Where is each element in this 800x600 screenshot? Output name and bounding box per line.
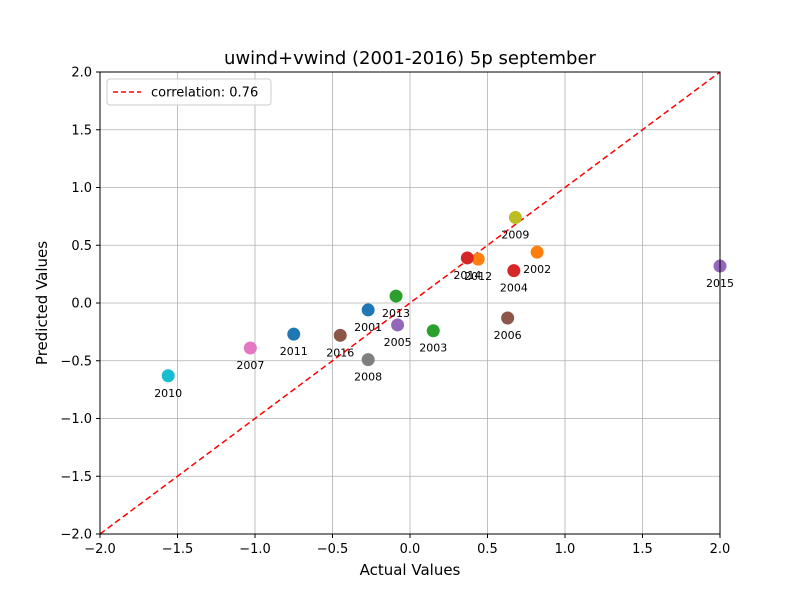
y-tick-label: −1.5 [60,470,92,485]
x-tick-label: 0.5 [477,542,498,557]
data-point-2013 [389,289,403,303]
point-label-2004: 2004 [500,282,528,295]
data-point-2011 [287,327,301,341]
point-label-2002: 2002 [523,263,551,276]
y-tick-label: 1.0 [71,181,92,196]
y-tick-label: −1.0 [60,412,92,427]
data-point-2001 [361,303,375,317]
point-label-2008: 2008 [354,371,382,384]
data-point-2014 [460,251,474,265]
chart-title: uwind+vwind (2001-2016) 5p september [224,48,597,69]
point-label-2013: 2013 [382,307,410,320]
x-axis-label: Actual Values [360,561,461,579]
y-tick-label: 0.0 [71,297,92,312]
point-label-2009: 2009 [501,229,529,242]
legend-entry-correlation: correlation: 0.76 [151,86,258,101]
x-tick-label: 0.0 [400,542,421,557]
data-point-2006 [501,311,515,325]
legend-box [106,78,272,106]
point-label-2007: 2007 [236,359,264,372]
point-label-2016: 2016 [326,346,354,359]
y-tick-label: 1.5 [71,123,92,138]
y-tick-label: −2.0 [60,528,92,543]
x-tick-label: −0.5 [317,542,349,557]
data-point-2002 [530,245,544,259]
y-tick-label: 2.0 [71,66,92,81]
point-label-2001: 2001 [354,321,382,334]
y-axis-label: Predicted Values [33,241,51,365]
correlation-reference-line [100,72,720,534]
x-tick-label: 1.0 [555,542,576,557]
x-tick-label: −1.0 [239,542,271,557]
y-tick-label: −0.5 [60,354,92,369]
point-label-2005: 2005 [384,336,412,349]
x-tick-label: −2.0 [84,542,116,557]
data-point-2005 [391,318,405,332]
data-point-2004 [507,264,521,278]
x-tick-label: 2.0 [710,542,731,557]
point-label-2012: 2012 [464,270,492,283]
legend: correlation: 0.76 [106,78,272,106]
data-point-2009 [508,211,522,225]
y-axis-ticks: −2.0 −1.5 −1.0 −0.5 0.0 0.5 1.0 1.5 2.0 [60,66,100,543]
reference-line-group [100,72,720,534]
data-point-2003 [426,324,440,338]
point-label-2014: 2014 [453,269,481,282]
point-label-2010: 2010 [154,387,182,400]
data-point-2007 [243,341,257,355]
data-point-2016 [333,328,347,342]
point-label-2006: 2006 [494,329,522,342]
point-label-2003: 2003 [419,342,447,355]
x-tick-label: 1.5 [632,542,653,557]
x-axis-ticks: −2.0 −1.5 −1.0 −0.5 0.0 0.5 1.0 1.5 2.0 [84,534,730,557]
x-tick-label: −1.5 [162,542,194,557]
point-labels: 2001 2002 2003 2004 2005 2006 2007 2008 2009 2010… [154,229,734,400]
data-point-2012 [471,252,485,266]
data-point-2010 [161,369,175,383]
y-tick-label: 0.5 [71,239,92,254]
data-points [161,211,727,383]
point-label-2011: 2011 [280,345,308,358]
data-point-2008 [361,353,375,367]
